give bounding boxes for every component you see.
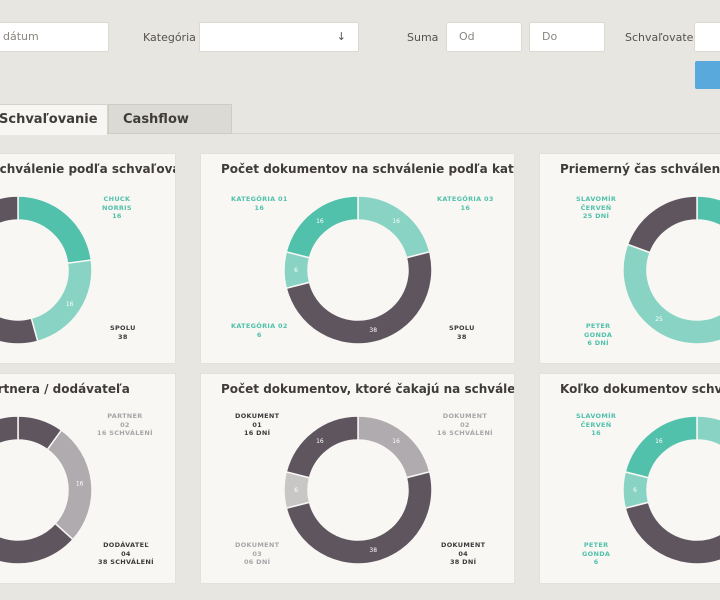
donut-segment-label: 16	[316, 438, 324, 445]
chart-label: SLAVOMÍR ČERVEŇ 16	[576, 412, 617, 437]
donut-segment	[285, 250, 433, 345]
donut-segment-label: 38	[369, 547, 377, 554]
chart-label: DOKUMENT 04 38 DNÍ	[441, 541, 486, 566]
donut-segment-label: 6	[633, 487, 637, 494]
donut-segment	[357, 415, 431, 479]
donut-segment-label: 16	[76, 481, 84, 488]
donut-segment-label: 6	[294, 487, 298, 494]
donut-segment	[0, 415, 75, 565]
donut-chart: 16 38 6 16	[283, 415, 433, 565]
chart-label: PARTNER 02 16 SCHVÁLENÍ	[97, 412, 153, 437]
donut-segment-label: 16	[655, 438, 663, 445]
category-label: Kategória	[143, 31, 196, 44]
card-title: Koľko dokumentov schválených podľa schva…	[560, 382, 720, 396]
donut-segment	[357, 195, 431, 259]
chart-label: DOKUMENT 02 16 SCHVÁLENÍ	[437, 412, 493, 437]
date-input[interactable]: dátum	[0, 22, 109, 52]
donut-segment	[624, 415, 698, 479]
donut-segment-label: 16	[392, 218, 400, 225]
donut-chart: 6 16	[622, 415, 720, 565]
card-documents-waiting: Počet dokumentov, ktoré čakajú na schvál…	[200, 373, 515, 584]
approver-select[interactable]	[694, 22, 720, 52]
filter-submit-button[interactable]	[695, 61, 720, 89]
donut-segment	[30, 259, 93, 343]
card-title: Schválenie podľa schvaľovateľa	[0, 162, 175, 176]
chart-label: KATEGÓRIA 03 16	[437, 195, 494, 212]
donut-segment-label: 25	[655, 316, 663, 323]
donut-segment	[285, 415, 359, 479]
donut-segment	[0, 195, 39, 345]
date-input-placeholder: dátum	[3, 30, 39, 43]
donut-segment	[622, 243, 720, 345]
chart-label: KATEGÓRIA 01 16	[231, 195, 288, 212]
card-title: Počet dokumentov, ktoré čakajú na schvál…	[221, 382, 515, 396]
approver-label: Schvaľovateľ	[625, 31, 698, 44]
tab-approval[interactable]: Schvaľovanie	[0, 104, 108, 135]
chart-label: PETER GONDA 6 DNÍ	[584, 322, 613, 347]
donut-segment-label: 38	[369, 327, 377, 334]
chart-label: SLAVOMÍR ČERVEŇ 25 DNÍ	[576, 195, 617, 220]
donut-segment-label: 16	[316, 218, 324, 225]
donut-segment	[624, 501, 720, 565]
chart-label: DOKUMENT 03 06 DNÍ	[235, 541, 280, 566]
chart-label: KATEGÓRIA 02 6	[231, 322, 288, 339]
chart-label: SPOLU 38	[110, 324, 136, 341]
card-approved-by-approver: Koľko dokumentov schválených podľa schva…	[539, 373, 720, 584]
donut-segment-label: 16	[392, 438, 400, 445]
donut-chart: 16 38 6 16	[283, 195, 433, 345]
donut-segment	[285, 195, 359, 259]
chart-label: CHUCK NORRIS 16	[102, 195, 132, 220]
sum-to-placeholder: Do	[542, 30, 558, 43]
donut-segment-label: 6	[294, 267, 298, 274]
chart-label: DOKUMENT 01 16 DNÍ	[235, 412, 280, 437]
donut-chart: 2525	[622, 195, 720, 345]
sum-to-input[interactable]: Do	[529, 22, 605, 52]
card-avg-approval-time: Priemerný čas schválenia podľa schvaľova…	[539, 153, 720, 364]
donut-segment	[696, 415, 720, 447]
donut-segment	[46, 429, 93, 541]
category-select[interactable]: ↓	[199, 22, 359, 52]
card-title: Partnera / dodávateľa	[0, 382, 130, 396]
donut-segment	[696, 195, 720, 227]
sum-from-placeholder: Od	[459, 30, 475, 43]
chart-label: DODÁVATEĽ 04 38 SCHVÁLENÍ	[98, 541, 154, 566]
chart-label: PETER GONDA 6	[582, 541, 611, 566]
card-title: Počet dokumentov na schválenie podľa kat…	[221, 162, 514, 176]
donut-segment	[17, 195, 93, 265]
tab-approval-label: Schvaľovanie	[0, 112, 98, 127]
chevron-down-icon: ↓	[336, 30, 346, 43]
card-title: Priemerný čas schválenia podľa schvaľova…	[560, 162, 720, 176]
tab-divider	[0, 133, 720, 134]
sum-label: Suma	[407, 31, 439, 44]
tab-cashflow-label: Cashflow	[123, 112, 189, 127]
card-documents-by-category: Počet dokumentov na schválenie podľa kat…	[200, 153, 515, 364]
tab-cashflow[interactable]: Cashflow	[108, 104, 232, 134]
donut-segment	[626, 195, 698, 254]
donut-segment	[285, 470, 433, 565]
chart-label: SPOLU 38	[449, 324, 475, 341]
sum-from-input[interactable]: Od	[446, 22, 522, 52]
donut-segment-label: 16	[66, 301, 74, 308]
